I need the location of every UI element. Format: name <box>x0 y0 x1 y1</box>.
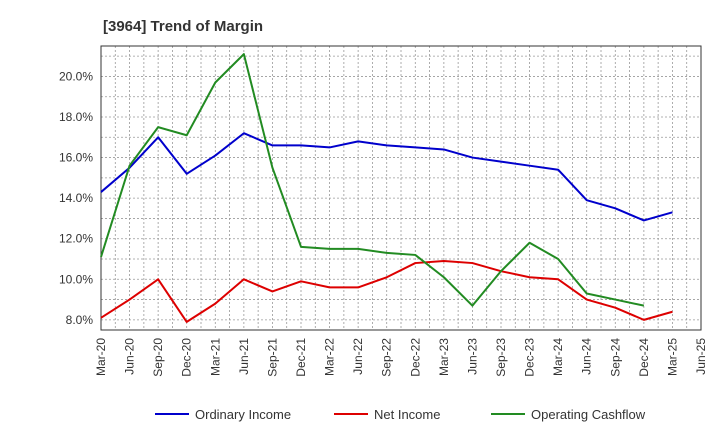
x-tick-label: Dec-21 <box>294 338 308 377</box>
y-tick-label: 20.0% <box>59 69 93 83</box>
x-tick-label: Mar-23 <box>437 338 451 376</box>
x-tick-label: Dec-24 <box>637 338 651 377</box>
x-tick-label: Jun-20 <box>123 338 137 375</box>
legend-label-ordinary-income: Ordinary Income <box>195 407 291 422</box>
chart-title: [3964] Trend of Margin <box>103 18 263 35</box>
x-tick-label: Dec-20 <box>180 338 194 377</box>
x-tick-label: Jun-22 <box>351 338 365 375</box>
series-lines <box>100 53 673 323</box>
y-tick-label: 14.0% <box>59 191 93 205</box>
legend-label-net-income: Net Income <box>374 407 440 422</box>
x-tick-label: Jun-21 <box>237 338 251 375</box>
y-axis: 8.0% 10.0% 12.0% 14.0% 16.0% 18.0% 20.0% <box>59 69 93 326</box>
x-tick-label: Mar-25 <box>665 338 679 376</box>
series-line-operating-cashflow <box>100 53 645 307</box>
x-tick-label: Jun-25 <box>694 338 708 375</box>
y-tick-label: 8.0% <box>66 313 94 327</box>
x-tick-label: Mar-24 <box>551 338 565 376</box>
x-tick-label: Mar-22 <box>323 338 337 376</box>
x-tick-label: Sep-22 <box>380 338 394 377</box>
x-tick-label: Dec-23 <box>523 338 537 377</box>
x-tick-label: Jun-23 <box>465 338 479 375</box>
x-tick-label: Sep-23 <box>494 338 508 377</box>
x-tick-label: Mar-21 <box>208 338 222 376</box>
plot-area <box>100 45 702 331</box>
x-tick-label: Dec-22 <box>408 338 422 377</box>
x-tick-label: Sep-21 <box>265 338 279 377</box>
x-tick-label: Sep-24 <box>608 338 622 377</box>
y-tick-label: 10.0% <box>59 272 93 286</box>
grid-lines <box>100 46 702 330</box>
legend-label-operating-cashflow: Operating Cashflow <box>531 407 646 422</box>
x-tick-label: Sep-20 <box>151 338 165 377</box>
y-tick-label: 18.0% <box>59 110 93 124</box>
x-tick-label: Jun-24 <box>580 338 594 375</box>
series-line-net-income <box>100 260 673 323</box>
x-tick-label: Mar-20 <box>94 338 108 376</box>
legend: Ordinary Income Net Income Operating Cashf… <box>155 407 646 422</box>
y-tick-label: 16.0% <box>59 151 93 165</box>
y-tick-label: 12.0% <box>59 232 93 246</box>
x-axis: Mar-20 Jun-20 Sep-20 Dec-20 Mar-21 Jun-21 Sep-… <box>94 338 708 377</box>
series-line-ordinary-income <box>100 132 673 222</box>
